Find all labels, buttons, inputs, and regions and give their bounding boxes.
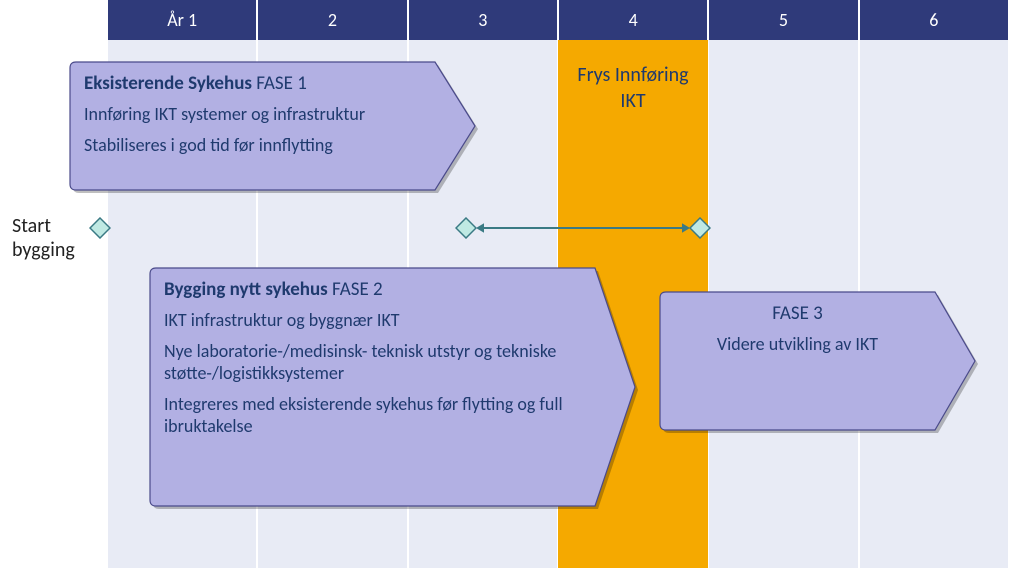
freeze-label-line: Frys Innføring <box>558 62 708 88</box>
phase-line: IKT infrastruktur og byggnær IKT <box>164 309 581 332</box>
timeline-header-cell: 4 <box>559 0 709 40</box>
timeline-header-cell: 3 <box>409 0 559 40</box>
milestone-diamond <box>689 217 711 239</box>
start-build-label-line: bygging <box>12 238 75 262</box>
timeline-header-cell: 2 <box>258 0 408 40</box>
freeze-label-line: IKT <box>558 88 708 114</box>
phase-title-bold: Bygging nytt sykehus <box>164 278 328 301</box>
phase1-box: Eksisterende Sykehus FASE 1 Innføring IKT… <box>70 62 435 190</box>
milestone-diamond <box>89 217 111 239</box>
phase-title: FASE 3 <box>674 302 921 325</box>
timeline-column <box>709 0 859 568</box>
timeline-column <box>860 0 1008 568</box>
freeze-label: Frys InnføringIKT <box>558 62 708 114</box>
timeline-header-cell: 6 <box>860 0 1008 40</box>
timeline-header-cell: År 1 <box>108 0 258 40</box>
start-build-label-line: Start <box>12 214 75 238</box>
phase-line: Innføring IKT systemer og infrastruktur <box>84 103 421 126</box>
phase-title-rest: FASE 2 <box>328 278 383 301</box>
phase-title-rest: FASE 1 <box>252 72 307 95</box>
phase2-box: Bygging nytt sykehus FASE 2 IKT infrastru… <box>150 268 595 506</box>
timeline-header-cell: 5 <box>709 0 859 40</box>
milestone-diamond <box>455 217 477 239</box>
phase-line: Stabiliseres i god tid før innflytting <box>84 134 421 157</box>
phase-line: Integreres med eksisterende sykehus før … <box>164 393 581 438</box>
freeze-range-arrow <box>476 218 690 238</box>
timeline-headers: År 123456 <box>108 0 1008 40</box>
phase-title: Eksisterende Sykehus FASE 1 <box>84 72 421 95</box>
start-build-label: Startbygging <box>12 214 75 262</box>
phase-title-bold: Eksisterende Sykehus <box>84 72 252 95</box>
phase-title-rest: FASE 3 <box>772 302 823 325</box>
phase-title: Bygging nytt sykehus FASE 2 <box>164 278 581 301</box>
phase-line: Videre utvikling av IKT <box>674 333 921 356</box>
phase-line: Nye laboratorie-/medisinsk- teknisk utst… <box>164 340 581 385</box>
phase3-box: FASE 3 Videre utvikling av IKT <box>660 292 935 430</box>
